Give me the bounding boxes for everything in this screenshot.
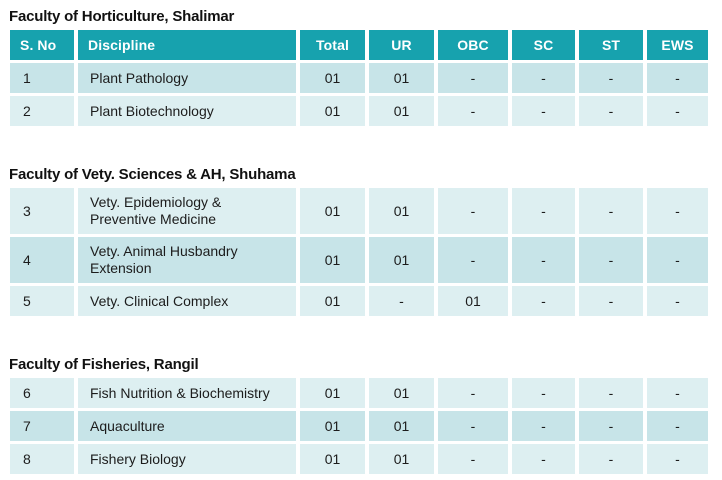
cell-st: - — [579, 96, 643, 126]
column-header-ur: UR — [369, 30, 434, 60]
table-row: 5 Vety. Clinical Complex 01-01- - - — [10, 286, 708, 316]
cell-discipline: Vety. Animal Husbandry Extension — [78, 237, 296, 283]
cell-total: 01 — [300, 96, 365, 126]
cell-total: 01 — [300, 378, 365, 408]
cell-ur: 01 — [369, 96, 434, 126]
cell-st: - — [579, 444, 643, 474]
table-row: 1 Plant Pathology 01 01- - - - — [10, 63, 708, 93]
faculty-section: Faculty of Horticulture, Shalimar S. No Di… — [6, 8, 716, 129]
cell-obc: - — [438, 188, 508, 234]
table-row: 7 Aquaculture 01 01- - - - — [10, 411, 708, 441]
cell-sno: 5 — [10, 286, 74, 316]
table-row: 8 Fishery Biology 01 01- - - - — [10, 444, 708, 474]
faculty-section: Faculty of Vety. Sciences & AH, Shuhama 3… — [6, 166, 716, 319]
table-row: 2 Plant Biotechnology 01 01- - - - — [10, 96, 708, 126]
cell-sno: 4 — [10, 237, 74, 283]
header-row: S. No Discipline Total UR OBC SC ST EWS — [10, 30, 708, 60]
cell-total: 01 — [300, 286, 365, 316]
cell-sc: - — [512, 188, 575, 234]
table-row: 3 Vety. Epidemiology & Preventive Medicin… — [10, 188, 708, 234]
cell-obc: - — [438, 411, 508, 441]
cell-total: 01 — [300, 237, 365, 283]
vacancy-table: 3 Vety. Epidemiology & Preventive Medicin… — [6, 185, 712, 319]
cell-total: 01 — [300, 411, 365, 441]
cell-total: 01 — [300, 444, 365, 474]
cell-obc: - — [438, 444, 508, 474]
cell-sc: - — [512, 378, 575, 408]
column-header-st: ST — [579, 30, 643, 60]
cell-sno: 2 — [10, 96, 74, 126]
vacancy-table: 6 Fish Nutrition & Biochemistry 01 01- - - -7 A… — [6, 375, 712, 477]
cell-sc: - — [512, 286, 575, 316]
cell-discipline: Plant Pathology — [78, 63, 296, 93]
cell-ews: - — [647, 237, 708, 283]
cell-discipline: Vety. Clinical Complex — [78, 286, 296, 316]
cell-obc: - — [438, 96, 508, 126]
column-header-total: Total — [300, 30, 365, 60]
cell-ews: - — [647, 444, 708, 474]
cell-sno: 8 — [10, 444, 74, 474]
cell-sc: - — [512, 411, 575, 441]
cell-ews: - — [647, 63, 708, 93]
cell-ur: 01 — [369, 63, 434, 93]
cell-sno: 3 — [10, 188, 74, 234]
sections: Faculty of Horticulture, Shalimar S. No Di… — [6, 8, 716, 477]
column-header-obc: OBC — [438, 30, 508, 60]
table-row: 4 Vety. Animal Husbandry Extension 01 01- - -… — [10, 237, 708, 283]
section-title: Faculty of Fisheries, Rangil — [9, 356, 199, 373]
cell-discipline: Fish Nutrition & Biochemistry — [78, 378, 296, 408]
cell-sc: - — [512, 63, 575, 93]
section-title: Faculty of Horticulture, Shalimar — [9, 8, 235, 25]
cell-sc: - — [512, 237, 575, 283]
cell-ur: 01 — [369, 411, 434, 441]
column-header-ews: EWS — [647, 30, 708, 60]
cell-sno: 6 — [10, 378, 74, 408]
cell-discipline: Plant Biotechnology — [78, 96, 296, 126]
cell-ews: - — [647, 96, 708, 126]
cell-ur: - — [369, 286, 434, 316]
table-row: 6 Fish Nutrition & Biochemistry 01 01- - - - — [10, 378, 708, 408]
section-title: Faculty of Vety. Sciences & AH, Shuhama — [9, 166, 296, 183]
cell-discipline: Fishery Biology — [78, 444, 296, 474]
column-header-discipline: Discipline — [78, 30, 296, 60]
cell-discipline: Aquaculture — [78, 411, 296, 441]
cell-ews: - — [647, 378, 708, 408]
cell-discipline: Vety. Epidemiology & Preventive Medicine — [78, 188, 296, 234]
cell-sc: - — [512, 96, 575, 126]
cell-st: - — [579, 286, 643, 316]
cell-ur: 01 — [369, 378, 434, 408]
cell-total: 01 — [300, 63, 365, 93]
cell-st: - — [579, 378, 643, 408]
cell-obc: 01 — [438, 286, 508, 316]
cell-ews: - — [647, 411, 708, 441]
cell-ews: - — [647, 188, 708, 234]
faculty-section: Faculty of Fisheries, Rangil 6 Fish Nutrit… — [6, 356, 716, 477]
cell-ews: - — [647, 286, 708, 316]
cell-sno: 7 — [10, 411, 74, 441]
cell-obc: - — [438, 378, 508, 408]
column-header-sno: S. No — [10, 30, 74, 60]
cell-st: - — [579, 411, 643, 441]
cell-obc: - — [438, 237, 508, 283]
cell-st: - — [579, 63, 643, 93]
cell-ur: 01 — [369, 237, 434, 283]
cell-obc: - — [438, 63, 508, 93]
cell-ur: 01 — [369, 444, 434, 474]
cell-total: 01 — [300, 188, 365, 234]
cell-st: - — [579, 188, 643, 234]
vacancy-table: S. No Discipline Total UR OBC SC ST EWS 1 Plant P… — [6, 27, 712, 129]
cell-st: - — [579, 237, 643, 283]
cell-sc: - — [512, 444, 575, 474]
cell-ur: 01 — [369, 188, 434, 234]
column-header-sc: SC — [512, 30, 575, 60]
cell-sno: 1 — [10, 63, 74, 93]
